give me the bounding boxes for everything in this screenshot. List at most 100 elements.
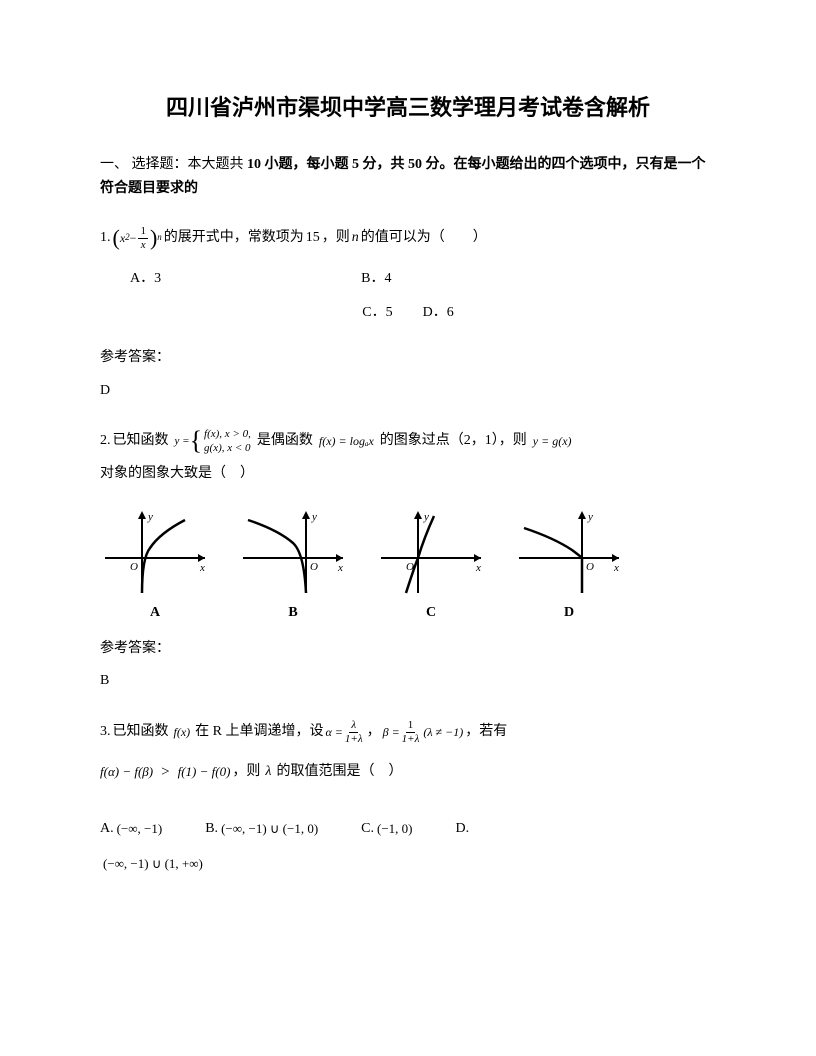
q1-text1: 的展开式中，常数项为 xyxy=(164,223,304,254)
graph-a-label: A xyxy=(150,602,160,624)
q3-c-label: C. xyxy=(361,811,374,847)
svg-text:x: x xyxy=(475,562,481,574)
q3-options: A. (−∞, −1) B. (−∞, −1) ∪ (−1, 0) C. (−1… xyxy=(100,811,716,884)
q2-yeq: y = xyxy=(175,429,190,453)
q3-comma1: ， xyxy=(367,717,381,748)
q1-text3: 的值可以为（ ） xyxy=(361,223,487,254)
q3-bnum: 1 xyxy=(406,720,416,733)
q3-aden: 1+λ xyxy=(345,733,363,745)
q2-graphs: x y O A x y O B x y O C xyxy=(100,508,716,624)
q1-opt-d: D．6 xyxy=(423,298,454,329)
q3-opt-d: D. xyxy=(456,811,470,847)
svg-text:y: y xyxy=(587,511,593,523)
svg-text:O: O xyxy=(586,561,594,573)
sec-pts: 5 xyxy=(352,157,359,172)
svg-text:O: O xyxy=(310,561,318,573)
q3-ineq-right: f(1) − f(0) xyxy=(178,758,231,787)
sec-count: 10 xyxy=(247,157,261,172)
q2-text4: 对象的图象大致是（ ） xyxy=(100,459,254,490)
svg-text:y: y xyxy=(311,511,317,523)
q3-c-val: (−1, 0) xyxy=(377,812,413,846)
sec-prefix: 一、 选择题：本大题共 xyxy=(100,157,244,172)
q3-anum: λ xyxy=(349,720,358,733)
q3-a-label: A. xyxy=(100,811,114,847)
q2-answer-label: 参考答案： xyxy=(100,638,716,660)
q2-piecewise: y = { f(x), x > 0, g(x), x < 0 xyxy=(175,427,251,456)
q3-opt-c: C. (−1, 0) xyxy=(361,811,415,847)
graph-d: x y O D xyxy=(514,508,624,624)
graph-b: x y O B xyxy=(238,508,348,624)
q2-text3: 的图象过点（2，1），则 xyxy=(380,426,527,457)
q1-fden: x xyxy=(141,239,146,251)
q3-b-val: (−∞, −1) ∪ (−1, 0) xyxy=(221,812,318,846)
q1-opt-b: B．4 xyxy=(361,264,391,295)
graph-b-svg: x y O xyxy=(238,508,348,598)
q1-minus: − xyxy=(130,225,137,251)
q3-opt-b: B. (−∞, −1) ∪ (−1, 0) xyxy=(205,811,321,847)
q3-text2: 在 R 上单调递增，设 xyxy=(195,717,323,748)
q1-var: n xyxy=(352,223,359,254)
q2-gx: y = g(x) xyxy=(533,428,572,454)
page-title: 四川省泸州市渠坝中学高三数学理月考试卷含解析 xyxy=(100,90,716,125)
q3-a-val: (−∞, −1) xyxy=(117,812,163,846)
q2-num: 2. xyxy=(100,426,111,457)
q1-answer-label: 参考答案： xyxy=(100,347,716,369)
q3-d-val: (−∞, −1) ∪ (1, +∞) xyxy=(103,856,203,871)
q3-text4: ，则 xyxy=(232,757,260,788)
q1-options-row2: C．5 D．6 xyxy=(100,298,716,329)
q3-num: 3. xyxy=(100,717,111,748)
svg-text:y: y xyxy=(147,511,153,523)
q1-const: 15 xyxy=(306,223,320,254)
graph-b-label: B xyxy=(288,602,297,624)
q3-cond: (λ ≠ −1) xyxy=(423,719,463,745)
q1-opt-c: C．5 xyxy=(362,298,392,329)
svg-text:y: y xyxy=(423,511,429,523)
svg-text:x: x xyxy=(337,562,343,574)
q3-text1: 已知函数 xyxy=(113,717,169,748)
q3-bden: 1+λ xyxy=(402,733,420,745)
graph-c: x y O C xyxy=(376,508,486,624)
graph-d-svg: x y O xyxy=(514,508,624,598)
q1-answer: D xyxy=(100,380,716,402)
q3-opt-a: A. (−∞, −1) xyxy=(100,811,165,847)
q3-beq: β = xyxy=(383,719,400,745)
q1-opt-a: A．3 xyxy=(130,264,161,295)
q1-outexp: n xyxy=(157,228,162,248)
q2-text1: 已知函数 xyxy=(113,426,169,457)
q3-ineq-left: f(α) − f(β) xyxy=(100,758,153,787)
q3-b-label: B. xyxy=(205,811,218,847)
q2-case2: g(x), x < 0 xyxy=(204,441,251,455)
q3-ineq-sym: > xyxy=(161,756,169,789)
graph-a: x y O A xyxy=(100,508,210,624)
q3-alpha-expr: α = λ1+λ xyxy=(326,719,365,745)
graph-c-svg: x y O xyxy=(376,508,486,598)
sec-mid2: 分，共 xyxy=(363,157,405,172)
q1-text2: ，则 xyxy=(322,223,350,254)
graph-a-svg: x y O xyxy=(100,508,210,598)
svg-text:x: x xyxy=(613,562,619,574)
sec-total: 50 xyxy=(408,157,422,172)
question-1: 1. ( x2 − 1x )n 的展开式中，常数项为 15 ，则 n 的值可以为… xyxy=(100,223,716,329)
q3-beta-expr: β = 11+λ xyxy=(383,719,422,745)
svg-text:x: x xyxy=(199,562,205,574)
question-2: 2. 已知函数 y = { f(x), x > 0, g(x), x < 0 是… xyxy=(100,426,716,490)
q2-answer: B xyxy=(100,670,716,692)
svg-text:O: O xyxy=(130,561,138,573)
q3-lambda: λ xyxy=(265,757,271,788)
q1-options-row1: A．3 B．4 xyxy=(130,264,716,295)
q2-case1: f(x), x > 0, xyxy=(204,427,251,441)
q2-fx: f(x) = logₐx xyxy=(319,428,374,454)
q3-d-label: D. xyxy=(456,811,470,847)
graph-d-label: D xyxy=(564,602,574,624)
q3-aeq: α = xyxy=(326,719,343,745)
q2-text2: 是偶函数 xyxy=(257,426,313,457)
q1-expression: ( x2 − 1x )n xyxy=(113,225,162,251)
q3-fx: f(x) xyxy=(174,719,191,745)
graph-c-label: C xyxy=(426,602,436,624)
q1-num: 1. xyxy=(100,223,111,254)
q3-text5: 的取值范围是（ ） xyxy=(276,757,402,788)
q1-fnum: 1 xyxy=(138,226,148,239)
q3-text3: ，若有 xyxy=(465,717,507,748)
question-3: 3. 已知函数 f(x) 在 R 上单调递增，设 α = λ1+λ ， β = … xyxy=(100,717,716,884)
section-header: 一、 选择题：本大题共 10 小题，每小题 5 分，共 50 分。在每小题给出的… xyxy=(100,153,716,201)
